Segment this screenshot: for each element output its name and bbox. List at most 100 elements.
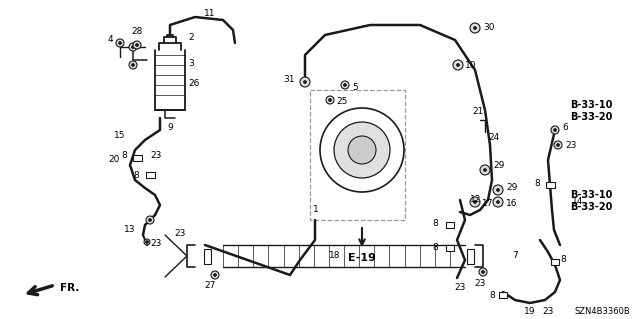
Circle shape [148, 219, 152, 221]
Circle shape [211, 271, 219, 279]
Text: 24: 24 [488, 133, 499, 143]
Circle shape [480, 165, 490, 175]
Text: 14: 14 [572, 197, 584, 206]
Text: 4: 4 [107, 35, 113, 44]
Circle shape [344, 84, 346, 86]
Circle shape [551, 126, 559, 134]
Circle shape [133, 41, 141, 49]
Text: 23: 23 [454, 284, 466, 293]
Circle shape [470, 197, 480, 207]
Circle shape [481, 271, 484, 273]
Text: 15: 15 [113, 130, 125, 139]
Bar [446, 222, 454, 228]
Text: 1: 1 [313, 205, 319, 214]
Bar [545, 182, 554, 188]
Circle shape [554, 141, 562, 149]
Bar [499, 292, 507, 298]
Circle shape [497, 201, 499, 204]
Circle shape [554, 129, 557, 131]
Text: 13: 13 [124, 226, 135, 234]
Circle shape [118, 41, 122, 44]
Text: 23: 23 [474, 278, 486, 287]
Text: 18: 18 [329, 251, 340, 261]
Text: 8: 8 [489, 291, 495, 300]
Circle shape [326, 96, 334, 104]
Text: 17: 17 [482, 198, 493, 207]
Circle shape [557, 144, 559, 146]
Circle shape [146, 216, 154, 224]
Text: 20: 20 [109, 155, 120, 165]
Text: 25: 25 [336, 98, 348, 107]
Bar [467, 249, 474, 263]
Text: 23: 23 [174, 228, 186, 238]
Text: FR.: FR. [60, 283, 79, 293]
Text: B-33-20: B-33-20 [570, 202, 612, 212]
Circle shape [131, 63, 134, 66]
Text: B-33-10: B-33-10 [570, 100, 612, 110]
Circle shape [474, 201, 477, 204]
Text: 8: 8 [121, 152, 127, 160]
Circle shape [453, 60, 463, 70]
Circle shape [303, 80, 307, 84]
Text: 26: 26 [188, 78, 200, 87]
Text: 19: 19 [524, 308, 536, 316]
Circle shape [341, 81, 349, 89]
Text: 31: 31 [284, 76, 295, 85]
Circle shape [129, 61, 137, 69]
Bar [145, 172, 154, 178]
Circle shape [474, 26, 477, 29]
Text: 12: 12 [470, 196, 481, 204]
Circle shape [136, 43, 138, 47]
Text: 11: 11 [204, 9, 216, 18]
Circle shape [456, 63, 460, 66]
Text: 6: 6 [562, 122, 568, 131]
Text: 2: 2 [188, 33, 194, 42]
Text: 29: 29 [506, 182, 517, 191]
Text: B-33-10: B-33-10 [570, 190, 612, 200]
Text: 10: 10 [465, 62, 477, 70]
Text: 30: 30 [483, 24, 495, 33]
Circle shape [129, 43, 137, 51]
Text: 9: 9 [167, 123, 173, 132]
Text: E-19: E-19 [348, 253, 376, 263]
Circle shape [116, 39, 124, 47]
Text: 23: 23 [150, 152, 161, 160]
Circle shape [320, 108, 404, 192]
Text: 23: 23 [542, 308, 554, 316]
Text: 28: 28 [131, 27, 143, 36]
Bar [551, 259, 559, 265]
Circle shape [214, 273, 216, 277]
Circle shape [145, 241, 148, 243]
Circle shape [470, 23, 480, 33]
Text: 16: 16 [506, 198, 518, 207]
Bar [310, 90, 405, 220]
Bar [204, 249, 211, 263]
Text: B-33-20: B-33-20 [570, 112, 612, 122]
Circle shape [348, 136, 376, 164]
Text: 5: 5 [352, 83, 358, 92]
Text: 23: 23 [150, 239, 161, 248]
Bar [132, 155, 141, 161]
Circle shape [479, 268, 487, 276]
Text: 8: 8 [133, 170, 139, 180]
Text: SZN4B3360B: SZN4B3360B [574, 308, 630, 316]
Circle shape [483, 168, 486, 172]
Text: 8: 8 [432, 219, 438, 228]
Circle shape [131, 46, 134, 48]
Text: 3: 3 [188, 58, 194, 68]
Text: 8: 8 [432, 243, 438, 253]
Text: 21: 21 [472, 108, 484, 116]
Text: 27: 27 [204, 280, 216, 290]
Circle shape [328, 99, 332, 101]
Circle shape [493, 197, 503, 207]
Bar [446, 245, 454, 251]
Text: 7: 7 [512, 250, 518, 259]
Circle shape [144, 239, 150, 245]
Circle shape [493, 185, 503, 195]
Text: 8: 8 [534, 180, 540, 189]
Text: 29: 29 [493, 160, 504, 169]
Circle shape [300, 77, 310, 87]
Circle shape [497, 189, 499, 191]
Text: 23: 23 [565, 140, 577, 150]
Circle shape [334, 122, 390, 178]
